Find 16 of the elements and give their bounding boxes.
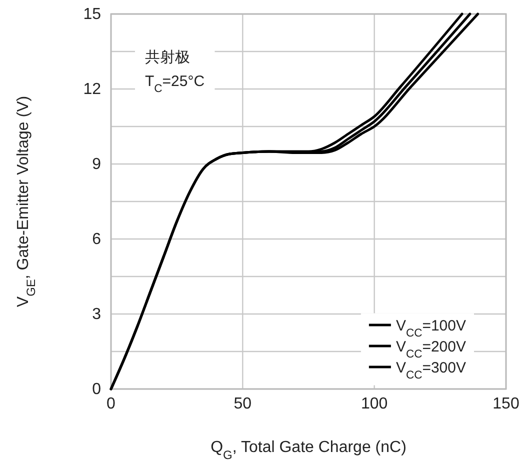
legend-label: V$_{CC}$=100V xyxy=(396,317,466,340)
y-tick-label: 3 xyxy=(92,306,102,324)
x-tick-label: 150 xyxy=(492,395,520,412)
y-tick-label: 12 xyxy=(83,81,102,98)
legend-label: V$_{CC}$=200V xyxy=(396,338,466,360)
y-tick-label: 6 xyxy=(92,231,102,248)
y-tick-label: 9 xyxy=(92,156,102,174)
y-tick-label: 15 xyxy=(83,6,102,24)
annotation: T$_{C}$=25°C xyxy=(145,73,205,95)
legend-label: V$_{CC}$=300V xyxy=(396,359,466,382)
x-tick-label: 0 xyxy=(106,395,116,412)
x-tick-label: 100 xyxy=(360,395,388,412)
x-tick-label: 50 xyxy=(234,395,252,412)
y-tick-label: 0 xyxy=(92,381,102,398)
annotation: 共射极 xyxy=(145,49,190,66)
x-axis-title: Q$_{G}$, Total Gate Charge (nC) xyxy=(210,439,406,462)
